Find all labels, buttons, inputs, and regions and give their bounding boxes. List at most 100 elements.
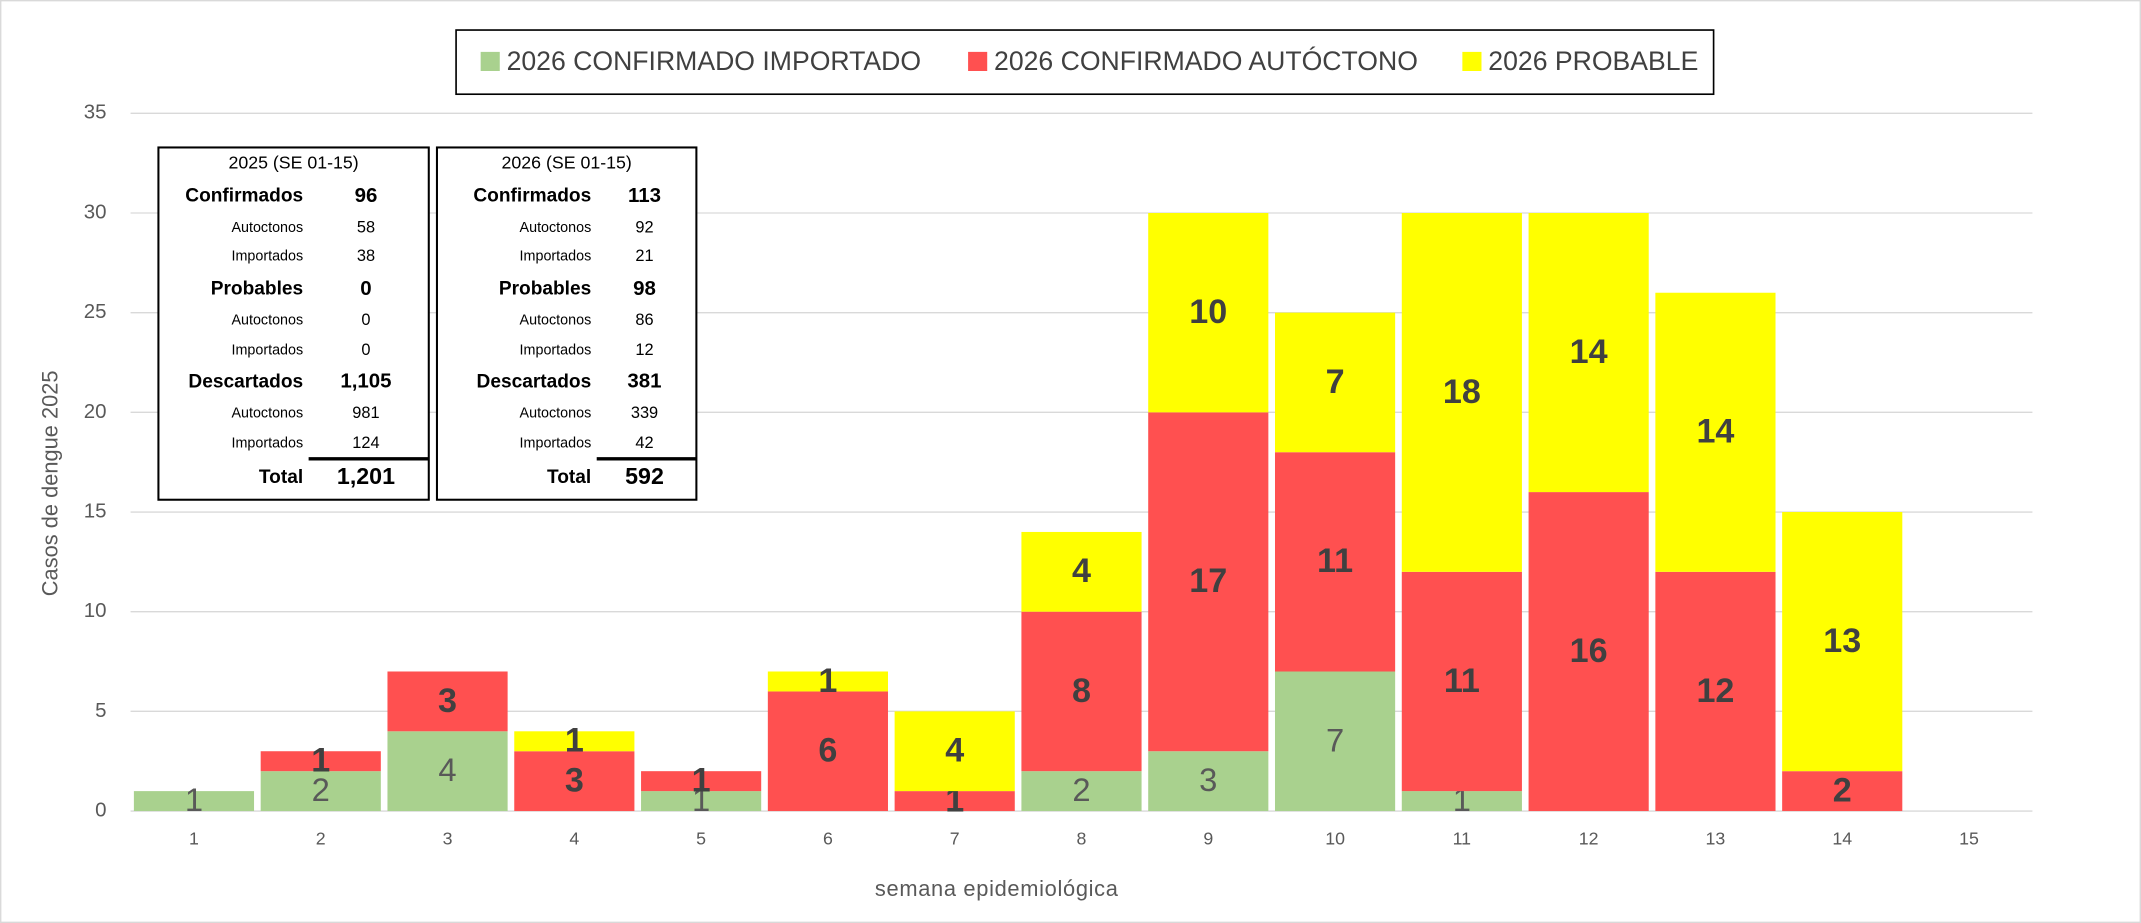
summary-table: 2025 (SE 01-15) Confirmados 96 Autoctonos 58… <box>157 146 430 501</box>
y-tick-label: 5 <box>95 699 106 722</box>
table-row-value: 381 <box>627 370 661 393</box>
table-row-label: Importados <box>520 248 592 264</box>
x-tick-label: 3 <box>443 828 453 848</box>
data-label: 17 <box>1189 562 1227 600</box>
data-label: 4 <box>1072 552 1091 590</box>
table-row-value: 1,201 <box>337 463 395 489</box>
table-row-label: Importados <box>231 436 303 452</box>
table-title: 2026 (SE 01-15) <box>502 153 632 173</box>
table-row-value: 86 <box>635 311 653 329</box>
summary-table: 2026 (SE 01-15) Confirmados 113 Autoctonos 9… <box>435 146 698 501</box>
bar-segment <box>1148 213 1269 413</box>
y-tick-label: 35 <box>84 101 107 124</box>
table-row-label: Probables <box>499 279 591 300</box>
table-row-label: Total <box>259 467 303 488</box>
legend-label: 2026 CONFIRMADO AUTÓCTONO <box>994 46 1418 76</box>
table-row-label: Autoctonos <box>520 405 592 421</box>
table-row-value: 592 <box>625 463 664 489</box>
data-label: 2 <box>1072 771 1090 808</box>
x-tick-label: 12 <box>1579 828 1599 848</box>
bar-segment <box>1782 512 1903 772</box>
x-tick-label: 6 <box>823 828 833 848</box>
table-row-label: Importados <box>231 343 303 359</box>
table-row-label: Autoctonos <box>231 313 303 329</box>
y-tick-label: 30 <box>84 200 107 223</box>
bar-segment <box>641 771 762 792</box>
bar-segment <box>1401 791 1522 812</box>
data-label: 1 <box>692 762 711 800</box>
table-border <box>435 146 698 501</box>
data-label: 11 <box>1317 542 1353 580</box>
y-tick-label: 15 <box>84 499 107 522</box>
data-label: 13 <box>1823 622 1861 660</box>
bar-segment <box>514 731 635 752</box>
table-row-value: 98 <box>633 277 656 300</box>
data-label: 4 <box>438 751 456 788</box>
bar-segment <box>767 691 888 812</box>
data-label: 8 <box>1072 672 1091 710</box>
bar-segment <box>641 791 762 812</box>
data-label: 1 <box>565 722 584 760</box>
bar-segment <box>260 751 381 772</box>
bar-segment <box>514 751 635 812</box>
data-label: 14 <box>1570 333 1608 371</box>
bar-segment <box>1274 671 1396 812</box>
data-label: 14 <box>1696 413 1734 451</box>
x-tick-label: 15 <box>1959 828 1979 848</box>
data-label: 3 <box>565 762 584 800</box>
bar-segment <box>1401 213 1522 572</box>
data-label: 12 <box>1696 672 1734 710</box>
bar-segment <box>767 671 888 692</box>
table-row-value: 21 <box>635 247 653 265</box>
y-tick-label: 20 <box>84 400 107 423</box>
x-tick-label: 14 <box>1832 828 1852 848</box>
x-tick-label: 1 <box>189 828 199 848</box>
table-row-label: Probables <box>211 279 303 300</box>
x-tick-label: 4 <box>569 828 579 848</box>
table-row-label: Importados <box>520 343 592 359</box>
bar-segment <box>1528 213 1649 493</box>
bar-segment <box>1655 571 1776 812</box>
bar-segment <box>1021 531 1142 612</box>
data-label: 6 <box>818 732 837 770</box>
x-tick-label: 9 <box>1203 828 1213 848</box>
legend-swatch <box>968 51 988 71</box>
table-row-value: 38 <box>357 247 375 265</box>
table-row-value: 1,105 <box>340 370 391 393</box>
table-row-value: 0 <box>360 277 371 300</box>
data-label: 11 <box>1444 662 1480 700</box>
bar-segment <box>387 731 508 812</box>
table-title: 2025 (SE 01-15) <box>228 153 358 173</box>
bar-segment <box>1782 771 1903 812</box>
x-tick-label: 7 <box>950 828 960 848</box>
bar-segment <box>1528 492 1649 812</box>
table-row-label: Confirmados <box>185 186 303 207</box>
bar-segment <box>387 671 508 732</box>
x-tick-label: 11 <box>1453 828 1471 848</box>
table-row-label: Autoctonos <box>520 313 592 329</box>
bar-segment <box>260 771 381 812</box>
bar-segment <box>1148 751 1269 812</box>
legend-label: 2026 PROBABLE <box>1488 46 1698 76</box>
data-label: 10 <box>1189 293 1227 331</box>
table-row-value: 0 <box>361 311 370 329</box>
data-label: 1 <box>185 781 203 818</box>
table-row-label: Autoctonos <box>231 405 303 421</box>
table-row-label: Descartados <box>188 371 303 392</box>
x-tick-label: 10 <box>1325 828 1345 848</box>
table-row-value: 92 <box>635 218 653 236</box>
table-row-value: 58 <box>357 218 375 236</box>
table-row-value: 0 <box>361 341 370 359</box>
table-row-label: Autoctonos <box>231 220 303 236</box>
x-tick-label: 2 <box>316 828 326 848</box>
bar-segment <box>894 711 1015 792</box>
bar-segment <box>1401 571 1522 792</box>
table-row-label: Descartados <box>477 371 592 392</box>
bar-segment <box>1655 292 1776 572</box>
y-tick-label: 25 <box>84 300 107 323</box>
data-label: 2 <box>1833 771 1852 809</box>
legend-swatch <box>480 51 500 71</box>
x-tick-label: 8 <box>1077 828 1087 848</box>
bar-segment <box>1021 771 1142 812</box>
